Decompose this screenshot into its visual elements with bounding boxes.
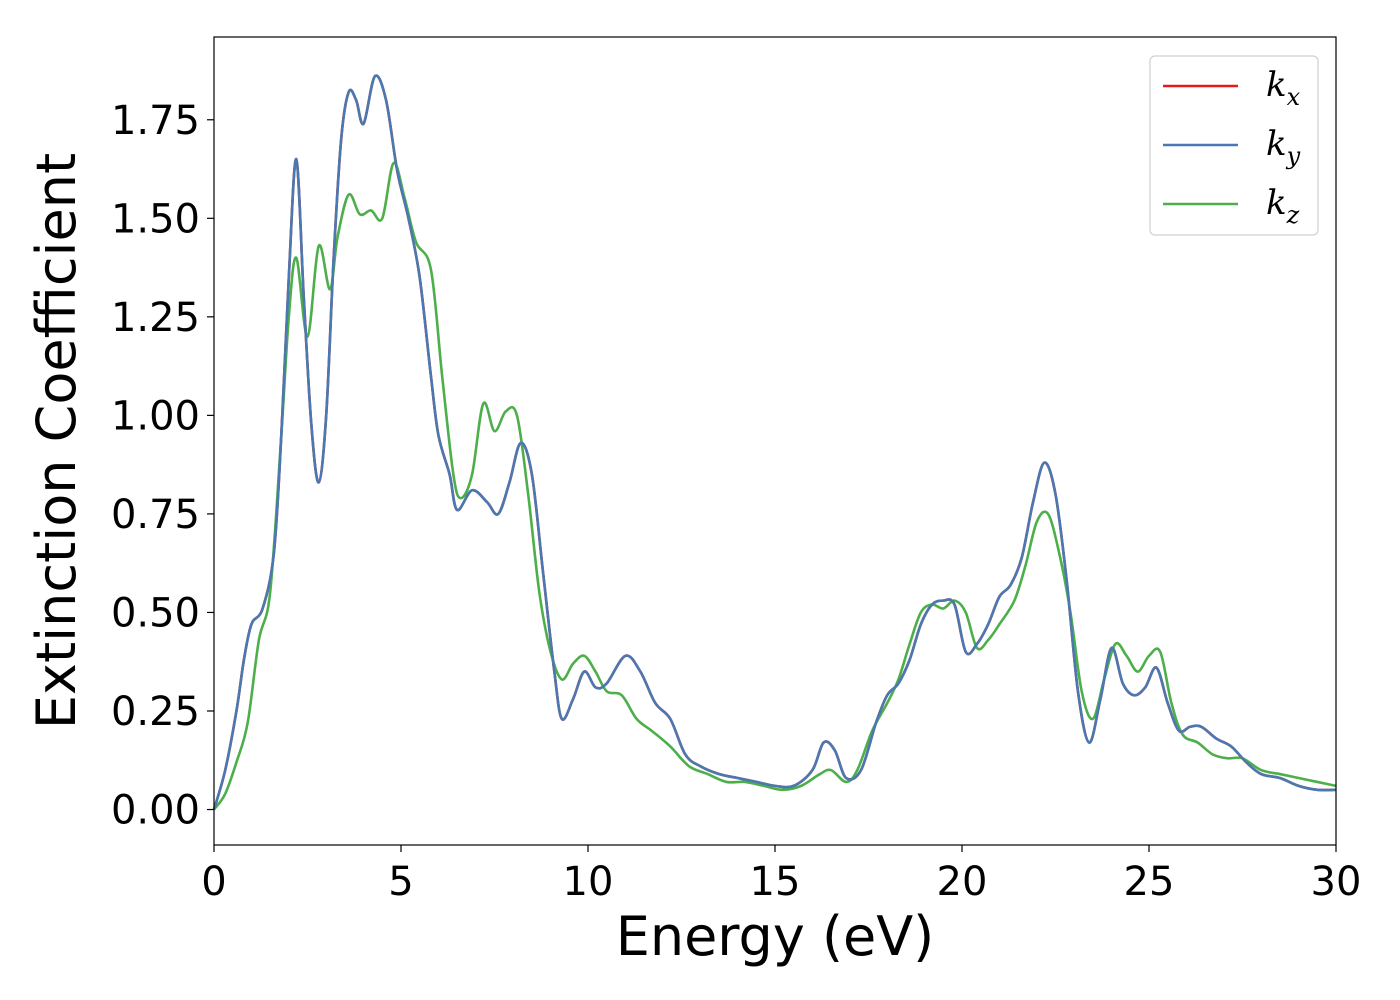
y-tick-label: 0.75 [111,492,200,538]
y-tick-label: 1.50 [111,196,200,242]
y-tick-label: 1.00 [111,393,200,439]
y-tick-label: 1.75 [111,98,200,144]
x-tick-label: 25 [1124,859,1175,905]
x-tick-label: 15 [750,859,801,905]
y-tick-label: 0.25 [111,689,200,735]
series-line-kz [212,161,1337,811]
legend-label: ky [1266,124,1301,170]
legend-label: kx [1266,65,1301,111]
y-axis: 0.00 0.25 0.50 0.75 1.00 1.25 1.50 1.75 [111,98,214,834]
series-line-ky [212,74,1337,810]
series-layer [212,74,1337,811]
legend-label: kz [1266,183,1300,229]
x-tick-label: 0 [201,859,226,905]
x-axis-title: Energy (eV) [616,905,935,968]
x-tick-label: 10 [563,859,614,905]
x-axis: 0 5 10 15 20 25 30 [201,845,1361,905]
y-axis-title: Extinction Coefficient [25,153,88,729]
x-tick-label: 20 [937,859,988,905]
y-tick-label: 0.00 [111,788,200,834]
x-tick-label: 30 [1311,859,1362,905]
y-tick-label: 1.25 [111,295,200,341]
x-tick-label: 5 [388,859,413,905]
legend: kx ky kz [1149,55,1319,236]
y-tick-label: 0.50 [111,590,200,636]
